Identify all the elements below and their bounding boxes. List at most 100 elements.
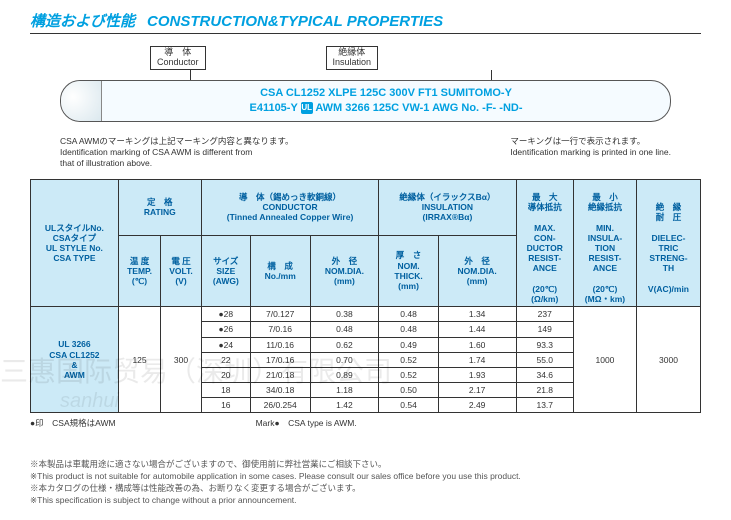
- hdr-rating-en: RATING: [122, 207, 198, 217]
- cell-od: 1.74: [438, 352, 516, 367]
- cell-size: 20: [201, 367, 250, 382]
- ident-left-jp: CSA AWMのマーキングは上記マーキング内容と異なります。: [60, 136, 294, 147]
- hdr-volt-unit: (V): [164, 276, 198, 286]
- hdr-oddia2-jp: 外 径: [442, 256, 513, 266]
- hdr-ins-jp: 絶縁体（イラックスBα）: [382, 192, 512, 202]
- cable-shape: CSA CL1252 XLPE 125C 300V FT1 SUMITOMO-Y…: [60, 80, 671, 122]
- mark-note-jp: ●印 CSA規格はAWM: [30, 417, 116, 429]
- cell-thick: 0.52: [379, 352, 438, 367]
- cell-od: 2.49: [438, 398, 516, 413]
- cell-dia: 1.42: [310, 398, 379, 413]
- hdr-volt-en: VOLT.: [164, 266, 198, 276]
- hdr-temp-unit: (℃): [122, 276, 157, 286]
- cell-res: 55.0: [516, 352, 573, 367]
- hdr-insulation: 絶縁体（イラックスBα） INSULATION (IRRAX®Bα): [379, 179, 516, 235]
- hdr-cond-en: CONDUCTOR: [205, 202, 376, 212]
- cell-size: ●28: [201, 307, 250, 322]
- cell-thick: 0.54: [379, 398, 438, 413]
- footnote-1-jp: ※本製品は車載用途に適さない場合がございますので、御使用前に弊社営業にご相談下さ…: [30, 459, 701, 471]
- hdr-ins-sub: (IRRAX®Bα): [382, 212, 512, 222]
- cell-dia: 0.62: [310, 337, 379, 352]
- hdr-oddia-en: NOM.DIA.: [314, 266, 376, 276]
- cell-size: 22: [201, 352, 250, 367]
- cell-od: 1.60: [438, 337, 516, 352]
- hdr-thick-unit: (mm): [382, 281, 434, 291]
- footnotes: ※本製品は車載用途に適さない場合がございますので、御使用前に弊社営業にご相談下さ…: [30, 459, 701, 507]
- cell-const: 11/0.16: [250, 337, 310, 352]
- cell-size: 18: [201, 383, 250, 398]
- hdr-volt-jp: 電 圧: [164, 256, 198, 266]
- label-insulation: 絶縁体 Insulation: [326, 46, 379, 70]
- cable-marking-text: CSA CL1252 XLPE 125C 300V FT1 SUMITOMO-Y…: [102, 86, 670, 115]
- ident-left-en1: Identification marking of CSA AWM is dif…: [60, 147, 294, 158]
- cell-res: 21.8: [516, 383, 573, 398]
- hdr-oddia2: 外 径NOM.DIA.(mm): [438, 235, 516, 307]
- cell-od: 2.17: [438, 383, 516, 398]
- cable-end-icon: [61, 81, 102, 121]
- ul-mark-icon: UL: [301, 102, 313, 114]
- hdr-size: サイズSIZE(AWG): [201, 235, 250, 307]
- hdr-temp: 温 度TEMP.(℃): [118, 235, 160, 307]
- hdr-cond-sub: (Tinned Annealed Copper Wire): [205, 212, 376, 222]
- footnote-1-en: ※This product is not suitable for automo…: [30, 471, 701, 483]
- hdr-rating: 定 格 RATING: [118, 179, 201, 235]
- hdr-const: 構 成No./mm: [250, 235, 310, 307]
- hdr-oddia2-unit: (mm): [442, 276, 513, 286]
- minres-cell: 1000: [573, 307, 636, 413]
- title-jp: 構造および性能: [30, 10, 135, 31]
- cell-od: 1.44: [438, 322, 516, 337]
- hdr-minres-unit: (20℃) (MΩ・km): [585, 284, 625, 304]
- cell-dia: 0.89: [310, 367, 379, 382]
- cell-size: ●24: [201, 337, 250, 352]
- hdr-ins-en: INSULATION: [382, 202, 512, 212]
- spec-table: ULスタイルNo. CSAタイプ UL STYLE No. CSA TYPE 定…: [30, 179, 701, 414]
- hdr-maxres-jp: 最 大 導体抵抗: [528, 192, 562, 212]
- hdr-size-unit: (AWG): [205, 276, 247, 286]
- table-row: UL 3266 CSA CL1252 & AWM125300●287/0.127…: [31, 307, 701, 322]
- cell-dia: 1.18: [310, 383, 379, 398]
- mark-note: ●印 CSA規格はAWM Mark● CSA type is AWM.: [30, 417, 701, 429]
- cell-dia: 0.70: [310, 352, 379, 367]
- hdr-oddia-unit: (mm): [314, 276, 376, 286]
- footnote-2-jp: ※本カタログの仕様・構成等は性能改善の為、お断りなく変更する場合がございます。: [30, 483, 701, 495]
- hdr-minres: 最 小 絶縁抵抗 MIN. INSULA- TION RESIST- ANCE …: [573, 179, 636, 306]
- hdr-temp-en: TEMP.: [122, 266, 157, 276]
- cell-const: 17/0.16: [250, 352, 310, 367]
- hdr-minres-en: MIN. INSULA- TION RESIST- ANCE: [588, 223, 622, 274]
- hdr-dielec-en: DIELEC- TRIC STRENG- TH: [649, 233, 687, 274]
- cable-marking-line2b: AWM 3266 125C VW-1 AWG No. -F- -ND-: [313, 102, 523, 114]
- hdr-cond-jp: 導 体（錫めっき軟銅線）: [205, 192, 376, 202]
- cell-const: 7/0.127: [250, 307, 310, 322]
- hdr-dielec: 絶 縁 耐 圧 DIELEC- TRIC STRENG- TH V(AC)/mi…: [636, 179, 700, 306]
- style-cell: UL 3266 CSA CL1252 & AWM: [31, 307, 119, 413]
- cell-const: 7/0.16: [250, 322, 310, 337]
- ident-left-en2: that of illustration above.: [60, 158, 294, 169]
- hdr-oddia-jp: 外 径: [314, 256, 376, 266]
- hdr-style-en1: UL STYLE No.: [34, 243, 115, 253]
- cell-thick: 0.48: [379, 307, 438, 322]
- cable-diagram: 導 体 Conductor 絶縁体 Insulation CSA CL1252 …: [30, 46, 701, 130]
- cell-od: 1.93: [438, 367, 516, 382]
- cell-const: 34/0.18: [250, 383, 310, 398]
- cell-res: 34.6: [516, 367, 573, 382]
- identification-note: CSA AWMのマーキングは上記マーキング内容と異なります。 Identific…: [60, 136, 671, 169]
- ident-note-left: CSA AWMのマーキングは上記マーキング内容と異なります。 Identific…: [60, 136, 294, 169]
- cell-dia: 0.48: [310, 322, 379, 337]
- section-title: 構造および性能 CONSTRUCTION&TYPICAL PROPERTIES: [30, 10, 701, 34]
- hdr-const-jp: 構 成: [254, 261, 307, 271]
- cell-size: 16: [201, 398, 250, 413]
- hdr-style-jp2: CSAタイプ: [34, 233, 115, 243]
- cell-res: 93.3: [516, 337, 573, 352]
- hdr-maxres-en: MAX. CON- DUCTOR RESIST- ANCE: [527, 223, 563, 274]
- label-conductor: 導 体 Conductor: [150, 46, 206, 70]
- hdr-const-en: No./mm: [254, 271, 307, 281]
- hdr-rating-jp: 定 格: [122, 197, 198, 207]
- cell-res: 237: [516, 307, 573, 322]
- volt-cell: 300: [161, 307, 202, 413]
- hdr-maxres-unit: (20℃) (Ω/km): [531, 284, 558, 304]
- dielec-cell: 3000: [636, 307, 700, 413]
- cell-const: 21/0.18: [250, 367, 310, 382]
- hdr-thick-jp: 厚 さ: [382, 250, 434, 260]
- hdr-oddia2-en: NOM.DIA.: [442, 266, 513, 276]
- cell-const: 26/0.254: [250, 398, 310, 413]
